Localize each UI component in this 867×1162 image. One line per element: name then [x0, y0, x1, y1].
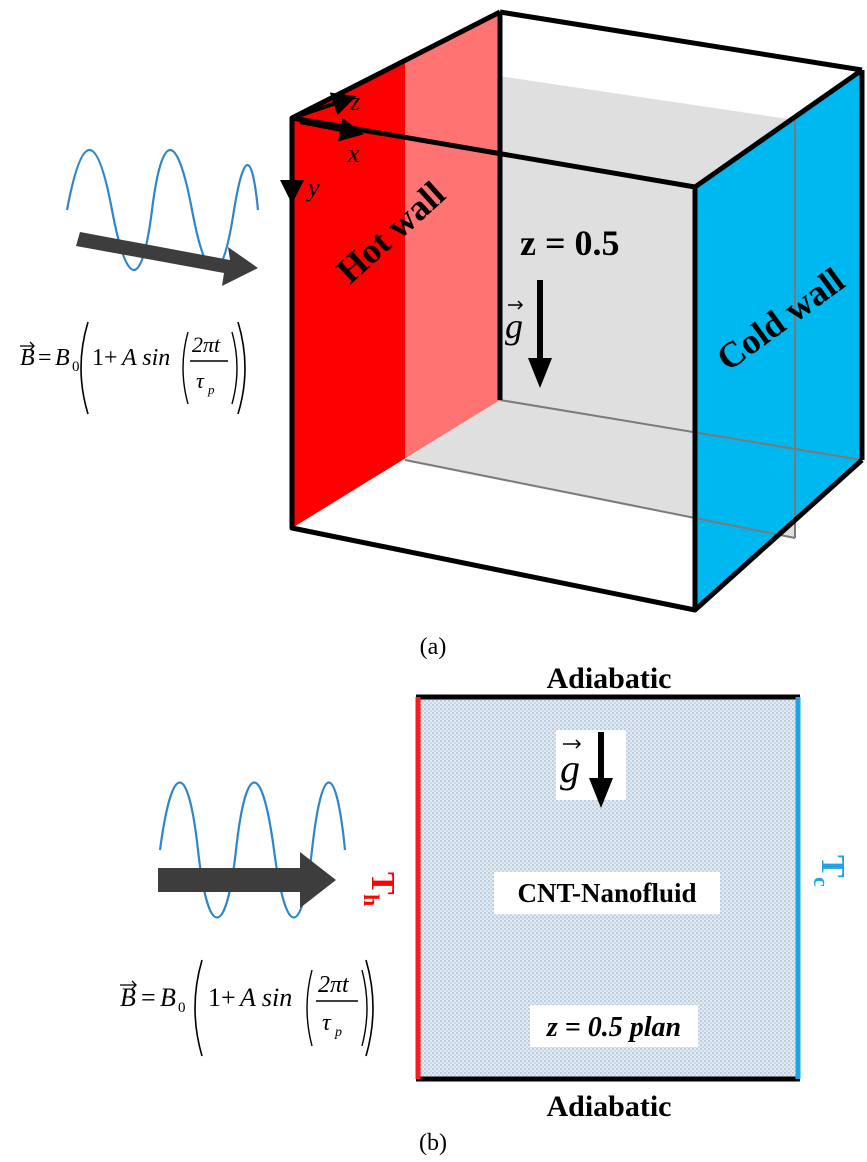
field-wave-b — [158, 781, 347, 919]
cube-back-edges — [404, 120, 863, 539]
caption-b: (b) — [419, 1130, 447, 1156]
eq-b-vector-mark — [120, 980, 137, 990]
eq-b-lhs: B — [120, 983, 136, 1012]
field-wave-a — [65, 148, 260, 272]
eq-a-vector-mark — [20, 341, 35, 351]
gravity-vector-mark-b — [563, 739, 582, 749]
hot-temp-sub: h — [359, 894, 384, 906]
fluid-label: CNT-Nanofluid — [517, 878, 696, 908]
eq-b-den: τ — [322, 1010, 332, 1036]
eq-a-num: 2πt — [192, 332, 221, 357]
eq-a-lhs: B — [20, 345, 35, 371]
eq-a-eq: = — [38, 345, 52, 371]
eq-b-one-plus: 1+ — [208, 983, 236, 1012]
gravity-label-a: g — [505, 306, 523, 346]
field-equation-a: B = B 0 1+ A sin 2πt τ p — [20, 321, 246, 415]
eq-a-paren2-open — [182, 331, 189, 405]
eq-a-den: τ — [196, 368, 205, 393]
cold-temp-text: T — [814, 855, 851, 878]
eq-a-den-sub: p — [207, 382, 215, 397]
plane-label-b: z = 0.5 plan — [546, 1012, 681, 1043]
fluid-label-bg — [494, 872, 720, 914]
eq-a-b0: B — [55, 345, 70, 371]
gravity-label-bg — [556, 730, 626, 800]
eq-b-b0-sub: 0 — [178, 1000, 186, 1016]
eq-b-paren-close — [365, 959, 374, 1057]
hot-temp-text: T — [364, 872, 401, 895]
gravity-arrow-a — [528, 280, 552, 388]
eq-b-num: 2πt — [318, 972, 350, 998]
cube-edges — [289, 9, 865, 613]
plane-label-a: z = 0.5 — [520, 223, 620, 263]
eq-a-b0-sub: 0 — [72, 359, 80, 375]
field-equation-b: B = B 0 1+ A sin 2πt τ p — [120, 959, 374, 1057]
hot-temp-label: T h — [359, 872, 401, 906]
eq-a-asin: A sin — [120, 345, 170, 371]
eq-a-paren-close — [237, 321, 246, 415]
eq-b-den-sub: p — [334, 1025, 342, 1040]
eq-a-one-plus: 1+ — [92, 345, 118, 371]
eq-a-paren-open — [80, 321, 89, 415]
axis-z-label: z — [349, 87, 360, 116]
field-direction-arrow-b — [158, 852, 336, 908]
panel-a: z x y Hot wall Cold wall z = 0.5 g B = B… — [20, 9, 865, 660]
eq-b-paren2-close — [361, 969, 368, 1047]
gravity-label-b: g — [560, 746, 580, 791]
eq-b-b0: B — [160, 983, 176, 1012]
axis-arrows — [280, 92, 364, 204]
gravity-vector-mark-a — [508, 300, 524, 310]
eq-b-paren2-open — [306, 969, 313, 1047]
cold-temp-label: T c — [809, 855, 851, 887]
caption-a: (a) — [420, 634, 447, 660]
top-boundary-label: Adiabatic — [546, 662, 671, 695]
eq-b-paren-open — [194, 959, 203, 1057]
axis-x-label: x — [347, 139, 360, 168]
gravity-arrow-b — [589, 732, 613, 808]
cold-wall — [695, 70, 862, 610]
eq-b-asin: A sin — [238, 983, 292, 1012]
eq-a-paren2-close — [231, 331, 238, 405]
panel-b: Adiabatic Adiabatic T h T c g CNT-Nanofl… — [120, 662, 851, 1156]
hot-wall-overlay — [405, 12, 500, 460]
field-direction-arrow-a — [76, 232, 258, 286]
plane-label-bg — [530, 1005, 698, 1047]
cold-temp-sub: c — [809, 877, 834, 887]
bottom-boundary-label: Adiabatic — [546, 1090, 671, 1123]
eq-b-eq: = — [141, 983, 156, 1012]
axis-y-label: y — [305, 173, 320, 202]
